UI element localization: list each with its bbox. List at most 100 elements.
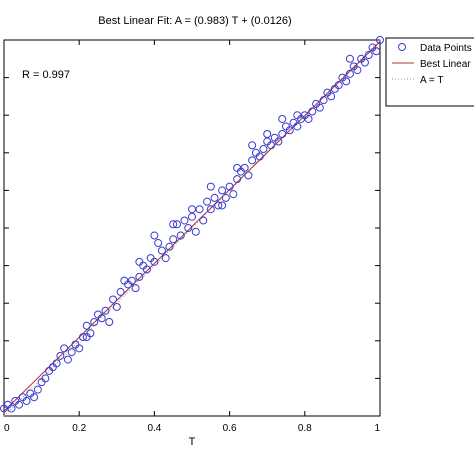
data-point-31	[116, 287, 125, 296]
data-point-35	[131, 284, 140, 293]
data-point-57	[214, 201, 223, 210]
data-point-30	[112, 302, 121, 311]
data-point-22	[82, 321, 91, 330]
data-point-61	[229, 190, 238, 199]
data-point-51	[191, 227, 200, 236]
data-point-16	[60, 344, 69, 353]
data-point-111	[278, 114, 287, 123]
data-point-64	[240, 163, 249, 172]
data-point-91	[342, 77, 351, 86]
x-tick-label-1: 0.2	[72, 423, 86, 434]
data-point-49	[184, 224, 193, 232]
data-point-15	[56, 351, 65, 360]
x-axis-label: T	[189, 436, 196, 448]
legend-label-identity: A = T	[420, 75, 443, 86]
data-point-59	[221, 193, 230, 202]
data-point-105	[188, 205, 196, 214]
data-point-8	[30, 393, 39, 402]
data-point-46	[172, 220, 181, 229]
data-point-24	[90, 318, 99, 326]
data-point-40	[150, 257, 159, 266]
data-point-113	[345, 54, 354, 63]
r-annotation: R = 0.997	[22, 69, 70, 81]
x-tick-label-3: 0.6	[223, 423, 237, 434]
data-point-65	[244, 171, 253, 180]
data-point-4	[15, 400, 24, 409]
data-point-100	[376, 36, 384, 44]
data-point-18	[67, 348, 76, 357]
data-point-78	[293, 122, 302, 131]
data-point-110	[263, 130, 272, 138]
data-point-89	[334, 81, 343, 90]
legend-label-data-points: Data Points	[420, 43, 472, 54]
data-point-85	[319, 96, 328, 105]
legend: Data Points Best Linear Fit A = T	[385, 37, 474, 107]
legend-box	[385, 37, 474, 107]
data-point-102	[135, 257, 144, 266]
best-linear-fit-line	[3, 41, 381, 412]
x-tick-label-2: 0.4	[147, 423, 161, 434]
data-point-2	[7, 404, 16, 413]
data-point-50	[188, 212, 196, 221]
x-tick-label-5: 1	[374, 423, 380, 434]
data-point-26	[97, 314, 106, 323]
data-point-29	[109, 295, 118, 304]
data-point-106	[206, 182, 215, 191]
data-point-71	[266, 141, 275, 150]
data-point-44	[165, 242, 174, 251]
data-point-6	[22, 396, 31, 405]
data-point-14	[52, 359, 61, 368]
data-point-17	[63, 355, 72, 364]
data-point-27	[101, 306, 110, 315]
data-point-42	[157, 246, 166, 255]
data-point-73	[274, 137, 283, 146]
data-point-84	[315, 103, 324, 112]
data-point-96	[360, 58, 369, 67]
data-points	[0, 36, 384, 413]
data-point-103	[150, 231, 159, 240]
data-point-54	[203, 197, 212, 206]
data-point-109	[248, 141, 257, 150]
legend-marker-data-points	[398, 43, 406, 51]
data-point-107	[218, 201, 227, 210]
data-point-9	[33, 385, 42, 394]
data-point-97	[364, 51, 373, 60]
data-point-82	[308, 107, 317, 116]
data-point-56	[210, 193, 219, 202]
data-point-112	[293, 111, 302, 120]
data-point-108	[233, 163, 242, 172]
data-point-58	[218, 186, 227, 195]
data-point-21	[78, 333, 87, 342]
data-point-34	[127, 276, 136, 285]
data-point-41	[154, 239, 163, 248]
data-point-81	[304, 114, 313, 123]
data-point-76	[285, 126, 294, 135]
data-point-48	[180, 216, 189, 225]
data-point-11	[41, 374, 50, 383]
data-point-43	[161, 254, 170, 263]
data-point-68	[255, 152, 264, 161]
data-point-45	[169, 235, 178, 244]
data-point-92	[345, 69, 354, 78]
data-point-101	[82, 333, 91, 342]
data-point-47	[176, 231, 185, 240]
chart-title: Best Linear Fit: A = (0.983) T + (0.0126…	[98, 15, 291, 27]
data-point-94	[353, 66, 362, 75]
x-tick-label-4: 0.8	[298, 423, 312, 434]
data-point-104	[169, 220, 178, 229]
data-point-74	[278, 130, 287, 138]
data-point-69	[259, 145, 268, 154]
data-point-28	[105, 318, 114, 326]
x-tick-label-0: 0	[4, 423, 10, 434]
data-point-52	[195, 205, 204, 214]
data-point-38	[142, 265, 151, 274]
data-point-55	[206, 205, 215, 214]
data-point-66	[248, 156, 257, 165]
data-point-99	[372, 47, 381, 56]
data-point-53	[199, 216, 208, 225]
legend-label-best-fit: Best Linear Fit	[420, 59, 474, 70]
data-point-60	[225, 182, 234, 191]
data-point-62	[233, 175, 242, 184]
data-point-87	[327, 92, 336, 101]
